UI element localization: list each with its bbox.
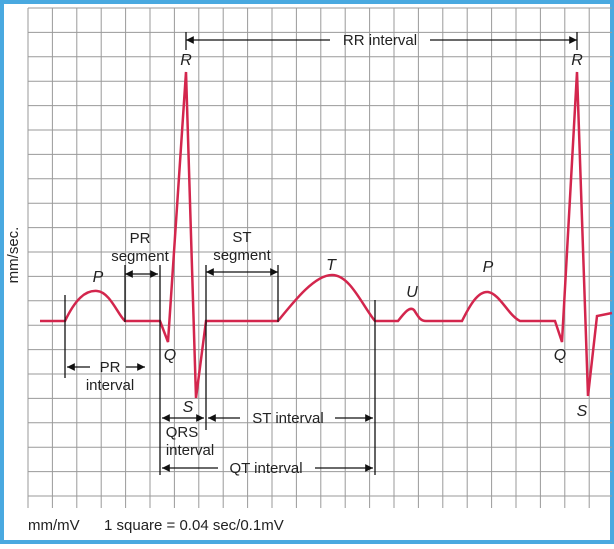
wave-label: P <box>93 269 104 286</box>
footer-unit: mm/mV <box>28 517 80 534</box>
footer-scale: 1 square = 0.04 sec/0.1mV <box>104 517 284 534</box>
wave-label: S <box>577 403 588 420</box>
interval-label: QRS <box>166 424 199 441</box>
interval-label: QT interval <box>229 460 302 477</box>
axis-label: mm/sec. <box>5 227 22 284</box>
wave-label: Q <box>554 347 566 364</box>
grid <box>27 7 612 508</box>
wave-label: R <box>180 52 192 69</box>
wave-label: U <box>406 284 418 301</box>
wave-label: T <box>326 257 337 274</box>
wave-label: S <box>183 399 194 416</box>
interval-label: segment <box>111 248 169 265</box>
wave-label: P <box>483 259 494 276</box>
interval-label: segment <box>213 247 271 264</box>
interval-label: ST interval <box>252 410 323 427</box>
interval-label: RR interval <box>343 32 417 49</box>
interval-label: interval <box>166 442 214 459</box>
wave-label: Q <box>164 347 176 364</box>
interval-label: interval <box>86 377 134 394</box>
interval-label: PR <box>130 230 151 247</box>
wave-label: R <box>571 52 583 69</box>
interval-label: ST <box>232 229 251 246</box>
interval-label: PR <box>100 359 121 376</box>
